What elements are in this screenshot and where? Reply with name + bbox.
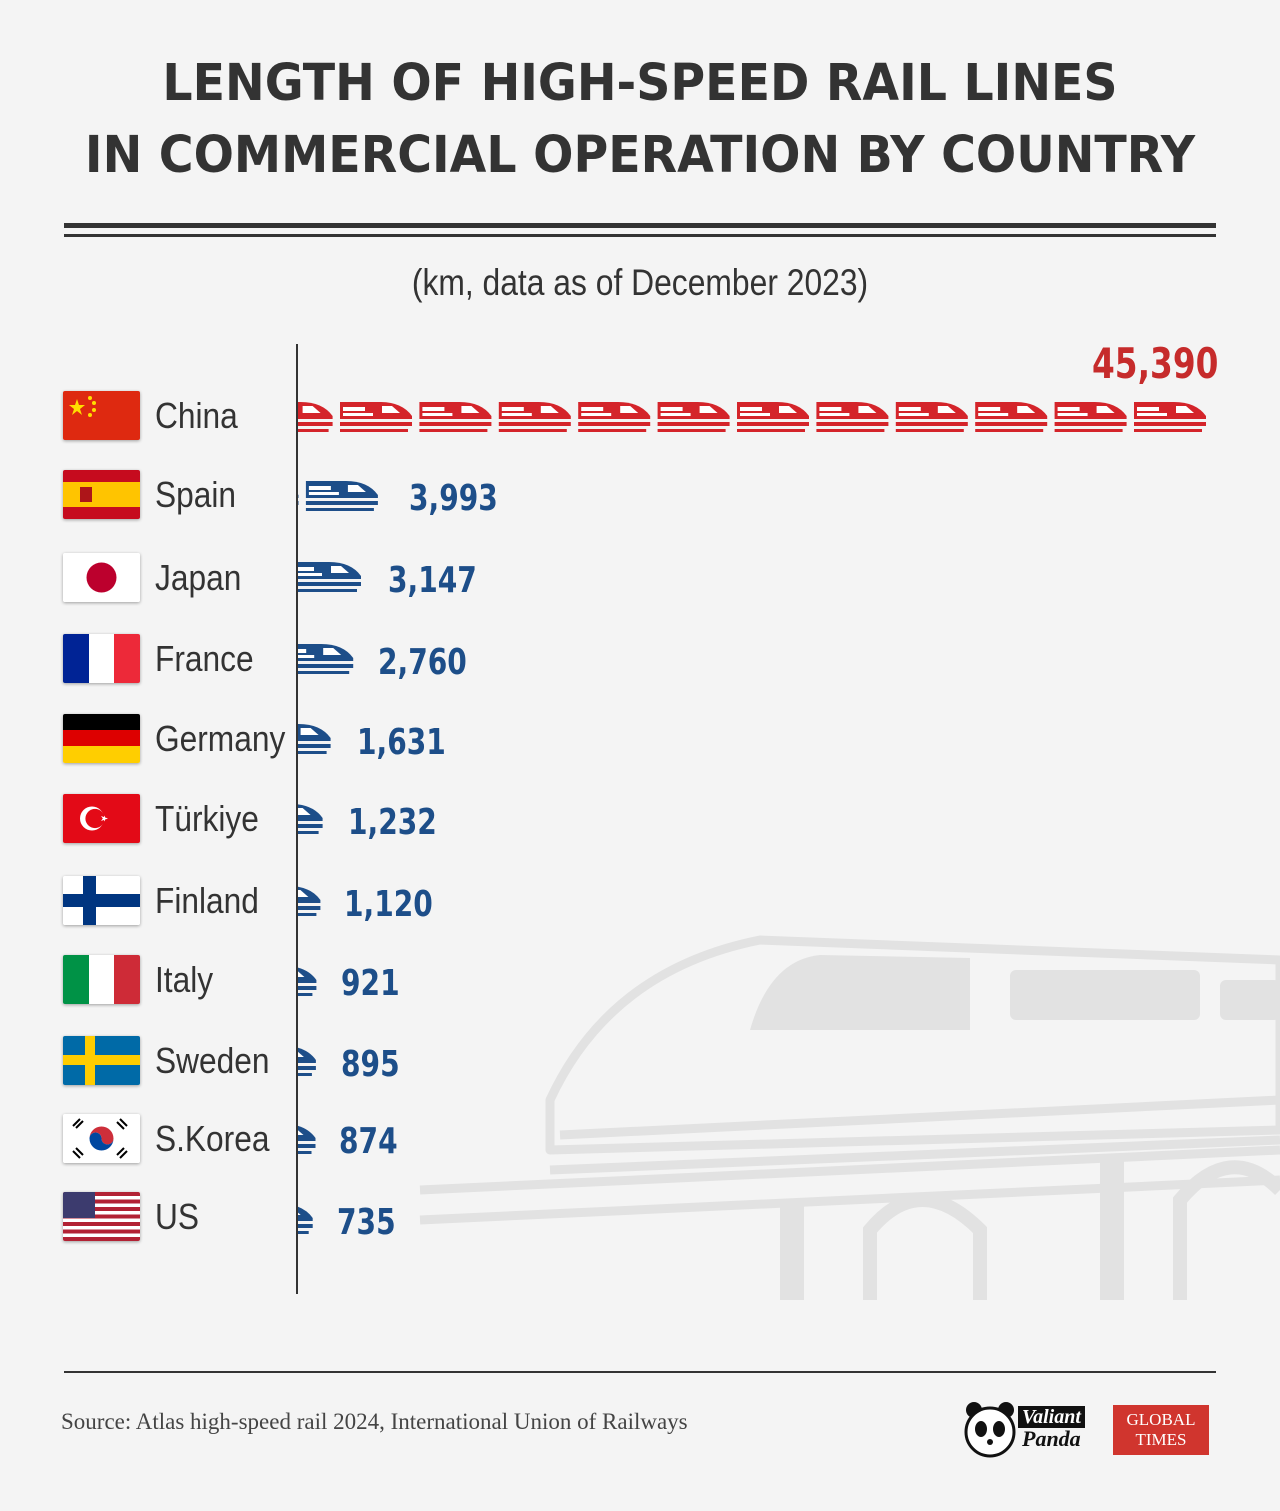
value-label-france: 2,760 [378, 642, 467, 683]
bar-sweden [298, 1047, 316, 1076]
value-label-s-korea: 874 [339, 1121, 398, 1162]
italy-flag-icon [63, 955, 140, 1004]
y-axis-line [296, 344, 298, 1294]
high-speed-train-icon [305, 481, 378, 511]
category-label-italy: Italy [155, 959, 214, 1000]
high-speed-train-icon [298, 1206, 313, 1234]
bar-china [298, 402, 1206, 432]
value-label-turkiye: 1,232 [348, 802, 437, 843]
high-speed-train-icon [895, 402, 968, 432]
category-label-spain: Spain [155, 474, 237, 515]
high-speed-train-icon [578, 402, 651, 432]
value-label-japan: 3,147 [388, 560, 477, 601]
global-times-logo: GLOBAL TIMES [1113, 1405, 1209, 1455]
global-times-word-1: GLOBAL [1126, 1410, 1196, 1429]
category-label-s-korea: S.Korea [155, 1118, 270, 1159]
high-speed-train-icon [298, 1125, 316, 1154]
panda-logo-word-1: Valiant [1018, 1406, 1085, 1428]
value-label-china: 45,390 [1092, 339, 1219, 388]
background-train-illustration [419, 935, 1280, 1300]
category-label-germany: Germany [155, 718, 286, 759]
high-speed-train-icon [298, 562, 361, 592]
high-speed-train-icon [498, 402, 571, 432]
high-speed-train-icon [298, 886, 321, 916]
category-label-france: France [155, 638, 254, 679]
value-label-us: 735 [337, 1202, 396, 1243]
value-label-finland: 1,120 [344, 884, 433, 925]
source-note: Source: Atlas high-speed rail 2024, Inte… [61, 1409, 688, 1434]
bar-spain [298, 481, 378, 511]
bar-us [298, 1206, 313, 1234]
bar-finland [298, 886, 321, 916]
high-speed-train-icon [975, 402, 1048, 432]
high-speed-train-icon [657, 402, 730, 432]
panda-logo-word-2: Panda [1022, 1426, 1081, 1451]
category-label-finland: Finland [155, 880, 259, 921]
chart-title-line-1: LENGTH OF HIGH-SPEED RAIL LINES [162, 54, 1118, 113]
value-label-spain: 3,993 [409, 478, 498, 519]
category-label-china: China [155, 395, 238, 436]
value-label-italy: 921 [341, 963, 400, 1004]
high-speed-train-icon [298, 1047, 316, 1076]
high-speed-train-icon [298, 967, 317, 996]
category-label-us: US [155, 1196, 200, 1237]
value-label-germany: 1,631 [357, 722, 446, 763]
germany-flag-icon [63, 714, 140, 763]
bar-t-rkiye [298, 804, 323, 834]
turkiye-flag-icon [63, 794, 140, 843]
global-times-word-2: TIMES [1135, 1430, 1187, 1449]
high-speed-train-icon [816, 402, 889, 432]
category-label-sweden: Sweden [155, 1040, 270, 1081]
footer-rule [64, 1371, 1216, 1373]
high-speed-train-icon [737, 402, 809, 432]
france-flag-icon [63, 634, 140, 683]
high-speed-train-icon [419, 402, 492, 432]
high-speed-train-icon [1054, 402, 1127, 432]
bar-italy [298, 967, 317, 996]
finland-flag-icon [63, 876, 140, 925]
high-speed-train-icon [298, 804, 323, 834]
high-speed-train-icon [340, 402, 412, 432]
valiant-panda-logo: Valiant Panda [960, 1400, 1100, 1464]
category-label-turkiye: Türkiye [155, 798, 259, 839]
title-rule-thin [64, 234, 1216, 237]
us-flag-icon [63, 1192, 140, 1241]
high-speed-train-icon [298, 644, 354, 674]
bar-germany [298, 724, 331, 754]
value-label-sweden: 895 [341, 1044, 400, 1085]
south-korea-flag-icon [63, 1114, 140, 1163]
high-speed-train-icon [298, 494, 299, 505]
chart-title-line-2: IN COMMERCIAL OPERATION BY COUNTRY [84, 126, 1196, 185]
panda-mascot-icon [964, 1402, 1016, 1458]
chart-subtitle: (km, data as of December 2023) [411, 262, 869, 303]
spain-flag-icon [63, 470, 140, 519]
bar-s-korea [298, 1125, 316, 1154]
china-flag-icon [63, 391, 140, 440]
category-label-japan: Japan [155, 557, 242, 598]
title-rule-thick [64, 223, 1216, 228]
bar-france [298, 644, 354, 674]
high-speed-train-icon [1134, 402, 1206, 432]
japan-flag-icon [63, 553, 140, 602]
high-speed-train-icon [298, 724, 331, 754]
sweden-flag-icon [63, 1036, 140, 1085]
high-speed-train-icon [298, 402, 333, 432]
bar-japan [298, 562, 361, 592]
